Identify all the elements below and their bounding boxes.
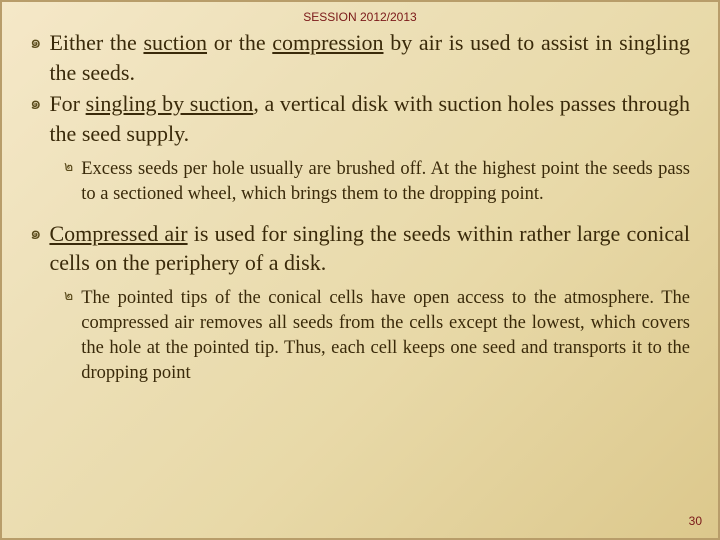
sub-bullet: ๒Excess seeds per hole usually are brush…: [64, 157, 690, 207]
swirl-icon: ๑: [30, 30, 41, 87]
main-bullet: ๑For singling by suction, a vertical dis…: [30, 89, 690, 148]
bullet-text: For singling by suction, a vertical disk…: [49, 89, 690, 148]
page-number: 30: [689, 514, 702, 528]
bullet-text: Excess seeds per hole usually are brushe…: [81, 157, 690, 207]
main-bullet: ๑Either the suction or the compression b…: [30, 28, 690, 87]
bullet-text: Compressed air is used for singling the …: [49, 219, 690, 278]
flourish-icon: ๒: [64, 288, 73, 386]
bullet-text: The pointed tips of the conical cells ha…: [81, 286, 690, 386]
main-bullet: ๑Compressed air is used for singling the…: [30, 219, 690, 278]
bullet-text: Either the suction or the compression by…: [49, 28, 690, 87]
swirl-icon: ๑: [30, 221, 41, 278]
swirl-icon: ๑: [30, 91, 41, 148]
sub-bullet: ๒The pointed tips of the conical cells h…: [64, 286, 690, 386]
flourish-icon: ๒: [64, 159, 73, 207]
session-header: SESSION 2012/2013: [2, 2, 718, 24]
slide-content: ๑Either the suction or the compression b…: [2, 24, 718, 386]
